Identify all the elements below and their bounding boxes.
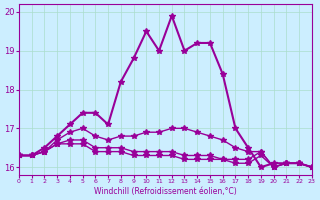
X-axis label: Windchill (Refroidissement éolien,°C): Windchill (Refroidissement éolien,°C) [94,187,237,196]
